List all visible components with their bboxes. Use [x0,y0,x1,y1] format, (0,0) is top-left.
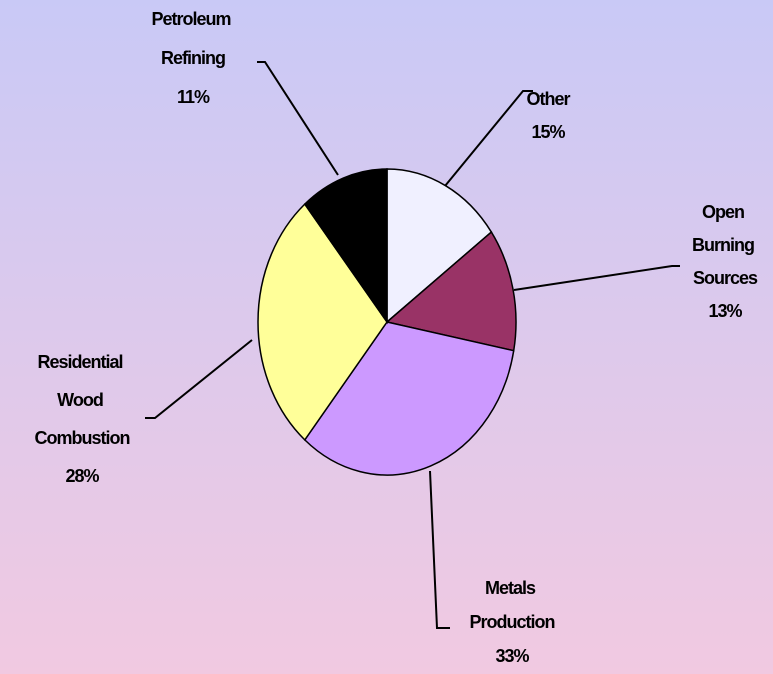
pie-slice [303,168,388,325]
leader-line [444,90,533,187]
pie-slice [385,230,517,352]
slice-label: Petroleum Refining [151,9,234,68]
slice-percent: 33% [495,646,529,666]
slice-percent: 11% [177,87,210,107]
leader-line [429,470,450,629]
slice-label: Metals Production [470,578,555,632]
slice-label: Open Burning Sources [692,202,758,288]
leader-line [257,61,339,176]
pie-slice [257,202,388,442]
slice-label: Other [526,89,570,109]
slice-label: Residential Wood Combustion [35,352,130,448]
leader-line [145,339,253,419]
slice-percent: 28% [65,466,99,486]
leader-line [513,265,680,291]
slice-percent: 13% [708,301,742,321]
pie-slice [303,321,515,476]
slice-percent: 15% [531,122,565,142]
